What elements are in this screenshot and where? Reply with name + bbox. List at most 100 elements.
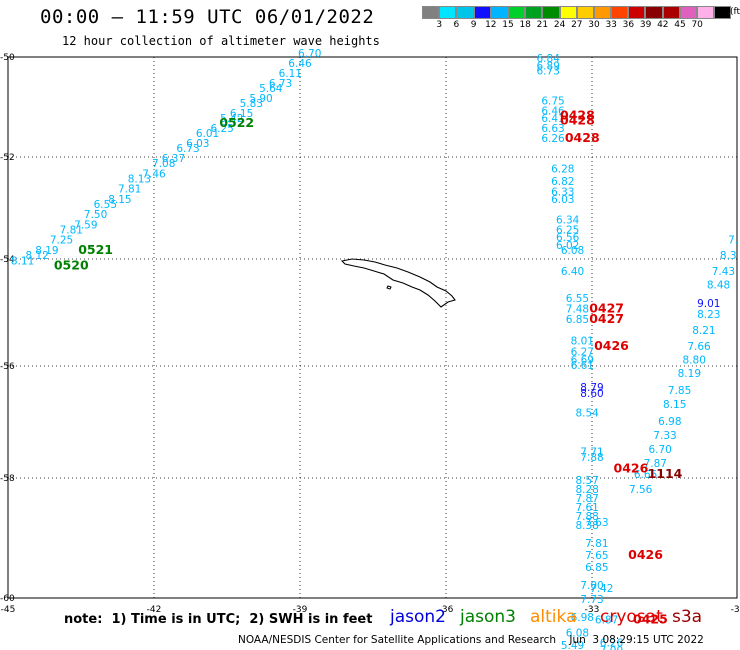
wave-height-value: 6.08 [566, 627, 589, 639]
wave-height-value: 7.61 [575, 502, 598, 514]
wave-height-value: 6.26 [541, 133, 565, 145]
wave-height-value: 8.19 [678, 368, 701, 380]
pass-time-label: 0521 [78, 242, 113, 257]
wave-height-value: 7.73 [580, 594, 603, 606]
wave-height-value: 7.63 [585, 517, 608, 529]
wave-height-value: 8.01 [571, 336, 594, 348]
wave-height-value: 6.61 [571, 360, 594, 372]
footer-note: note: 1) Time is in UTC; 2) SWH is in fe… [64, 612, 373, 627]
pass-time-label: 0426 [628, 547, 663, 562]
lat-tick-label: -60 [0, 594, 15, 604]
pass-time-label: 0520 [54, 258, 89, 273]
wave-height-value: 6.56 [556, 232, 580, 244]
lon-tick-label: -45 [1, 605, 16, 615]
color-scale-cell [697, 6, 715, 19]
color-scale-cell [679, 6, 697, 19]
wave-height-value: 5.64 [259, 83, 283, 95]
wave-height-value: 6.84 [537, 53, 561, 65]
wave-height-value: 6.89 [537, 61, 560, 73]
wave-height-value: 8.15 [663, 399, 686, 411]
wave-height-value: 7.65 [585, 550, 608, 562]
legend-altika: altika [530, 607, 577, 627]
wave-height-value: 7.56 [629, 484, 653, 496]
wave-height-value: 6.33 [551, 186, 574, 198]
color-scale-label: 12 [485, 20, 497, 30]
color-scale-label: 6 [453, 20, 460, 30]
wave-height-value: 7.48 [566, 304, 589, 316]
color-scale-cell [593, 6, 612, 19]
wave-height-value: 6.75 [541, 96, 564, 108]
wave-height-value: 8.11 [11, 255, 34, 267]
pass-time-label: 0427 [589, 301, 624, 316]
map-grid [7, 56, 738, 599]
map-frame [7, 56, 738, 599]
lon-tick-label: -33 [585, 605, 600, 615]
map-subtitle: 12 hour collection of altimeter wave hei… [62, 34, 380, 48]
wave-height-value: 6.46 [541, 106, 565, 118]
color-scale-cell [628, 6, 646, 19]
pass-time-label: 0427 [589, 311, 624, 326]
wave-height-value: 6.98 [571, 612, 594, 624]
color-scale-label: 39 [639, 20, 652, 30]
wave-height-value: 7.33 [653, 430, 676, 442]
wave-height-value: 7.59 [74, 219, 97, 231]
wave-height-value: 6.34 [556, 214, 580, 226]
wave-height-value: 6.85 [585, 562, 608, 574]
south-georgia-island-outline [340, 258, 456, 308]
wave-height-value: 5.42 [220, 113, 243, 125]
pass-time-label: 0426 [594, 338, 629, 353]
wave-height-value: 7.50 [84, 209, 107, 221]
wave-height-value: 8.48 [707, 279, 730, 291]
lon-tick-label: -30 [731, 605, 740, 615]
map-title: 00:00 – 11:59 UTC 06/01/2022 [40, 6, 375, 28]
wave-height-value: 8.80 [683, 354, 706, 366]
wave-height-value: 6.73 [269, 78, 292, 90]
pass-time-label: 0426 [614, 460, 649, 475]
color-scale-label: 42 [657, 20, 669, 30]
wave-height-value: 7.71 [580, 447, 603, 459]
wave-height-value: 7.43 [712, 266, 735, 278]
wave-height-value: 7.42 [590, 583, 613, 595]
wave-height-value: 9.01 [697, 298, 720, 310]
color-scale-label: 21 [536, 20, 549, 30]
wave-height-value: 7.88 [575, 511, 598, 523]
wave-height-value: 6.03 [186, 138, 209, 150]
lat-tick-label: -50 [0, 53, 15, 63]
wave-height-value: 6.70 [648, 444, 671, 456]
wave-height-value: 6.28 [551, 163, 574, 175]
wave-height-value: 6.85 [566, 314, 589, 326]
wave-height-value: 7.00 [580, 580, 603, 592]
color-scale-cell [611, 6, 629, 19]
wave-height-value: 8.15 [108, 194, 131, 206]
color-scale-cell [714, 6, 732, 19]
wave-height-value: 6.27 [571, 346, 594, 358]
wave-height-value: 6.98 [658, 416, 681, 428]
wave-height-value: 8.13 [128, 174, 151, 186]
pass-time-label: 0428 [565, 130, 600, 145]
lat-tick-label: -54 [0, 255, 15, 265]
wave-height-value: 7.87 [644, 458, 667, 470]
legend-cryosat: cryosat [600, 607, 663, 627]
wave-height-value: 8.54 [575, 407, 599, 419]
wave-height-value: 6.55 [94, 199, 117, 211]
color-scale-cell [525, 6, 543, 19]
lat-tick-label: -58 [0, 474, 15, 484]
wave-height-value: 7.25 [50, 235, 73, 247]
wave-height-value: 8.57 [575, 475, 598, 487]
wave-height-value: 6.01 [196, 128, 219, 140]
color-scale-label: 18 [519, 20, 531, 30]
wave-height-value: 7.66 [687, 341, 711, 353]
wave-height-value: 8.28 [575, 484, 598, 496]
wave-height-value: 6.15 [230, 108, 253, 120]
color-scale-label: 70 [691, 20, 703, 30]
pass-time-label: 1114 [648, 466, 683, 481]
color-scale-label: 3 [436, 20, 443, 30]
pass-time-label: 0425 [638, 647, 673, 650]
wave-height-value: 6.73 [176, 143, 199, 155]
lat-tick-label: -52 [0, 153, 15, 163]
color-scale-label: 9 [470, 20, 477, 30]
pass-time-label: 0425 [633, 612, 668, 627]
